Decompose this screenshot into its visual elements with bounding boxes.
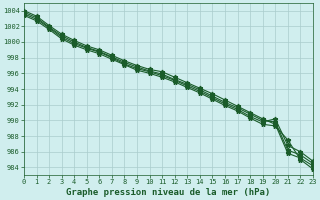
X-axis label: Graphe pression niveau de la mer (hPa): Graphe pression niveau de la mer (hPa) xyxy=(66,188,271,197)
